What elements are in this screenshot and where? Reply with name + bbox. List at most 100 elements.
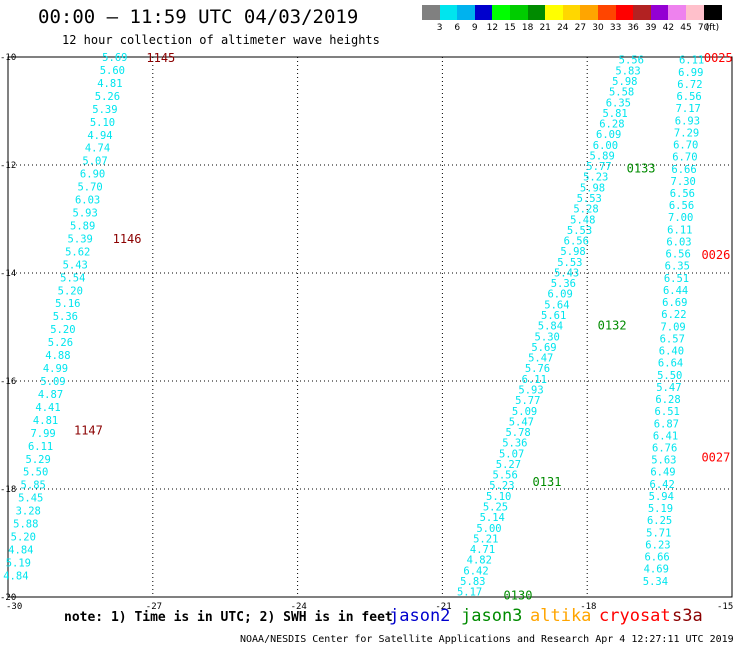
swh-value: 5.26 bbox=[48, 337, 73, 349]
lon-tick-label: -15 bbox=[717, 602, 733, 612]
swh-value: 5.60 bbox=[100, 65, 125, 77]
swh-value: 6.76 bbox=[652, 442, 677, 454]
swh-value: 4.81 bbox=[97, 78, 122, 90]
time-label: 1146 bbox=[113, 232, 142, 246]
swh-value: 4.87 bbox=[38, 389, 63, 401]
color-swatch bbox=[633, 5, 652, 20]
swh-value: 6.03 bbox=[75, 195, 100, 207]
swh-value: 6.25 bbox=[647, 515, 672, 527]
satellite-legend-s3a: s3a bbox=[672, 606, 703, 626]
swh-value: 4.81 bbox=[33, 415, 58, 427]
swh-value: 6.09 bbox=[547, 289, 572, 301]
lon-tick-label: -21 bbox=[435, 602, 451, 612]
swh-value: 6.93 bbox=[675, 115, 700, 127]
color-swatch bbox=[650, 5, 669, 20]
swh-value: 6.57 bbox=[660, 333, 685, 345]
swh-value: 5.39 bbox=[92, 104, 117, 116]
time-label: 0027 bbox=[701, 451, 730, 465]
swh-value: 5.19 bbox=[6, 557, 31, 569]
swh-value: 5.78 bbox=[505, 427, 530, 439]
swh-value: 5.77 bbox=[586, 161, 611, 173]
swh-value: 5.94 bbox=[649, 491, 674, 503]
lon-tick-label: -24 bbox=[291, 602, 307, 612]
satellite-legend-jason3: jason3 bbox=[461, 606, 523, 626]
color-scale-label: 36 bbox=[627, 23, 639, 33]
swh-value: 6.22 bbox=[661, 309, 686, 321]
color-scale-label: 39 bbox=[645, 23, 657, 33]
swh-value: 5.19 bbox=[648, 503, 673, 515]
swh-value: 5.76 bbox=[525, 363, 550, 375]
swh-value: 6.56 bbox=[669, 200, 694, 212]
color-swatch bbox=[510, 5, 529, 20]
swh-value: 5.20 bbox=[11, 532, 36, 544]
color-scale-label: 30 bbox=[592, 23, 604, 33]
swh-value: 5.25 bbox=[483, 501, 508, 513]
color-swatch bbox=[545, 5, 564, 20]
swh-value: 5.50 bbox=[23, 467, 48, 479]
swh-value: 6.35 bbox=[665, 261, 690, 273]
swh-value: 5.69 bbox=[531, 342, 556, 354]
time-label: 0025 bbox=[704, 51, 733, 65]
color-swatch bbox=[668, 5, 687, 20]
swh-value: 4.84 bbox=[8, 544, 33, 556]
swh-value: 5.39 bbox=[68, 233, 93, 245]
swh-value: 6.03 bbox=[666, 236, 691, 248]
swh-value: 6.66 bbox=[644, 552, 669, 564]
lat-tick-label: -18 bbox=[0, 485, 16, 495]
swh-value: 6.56 bbox=[666, 249, 691, 261]
lat-tick-label: -12 bbox=[0, 161, 16, 171]
swh-value: 5.58 bbox=[609, 87, 634, 99]
swh-value: 7.30 bbox=[671, 176, 696, 188]
color-swatch bbox=[474, 5, 493, 20]
swh-value: 4.69 bbox=[644, 564, 669, 576]
swh-value: 6.11 bbox=[28, 441, 53, 453]
swh-value: 6.11 bbox=[667, 224, 692, 236]
color-swatch bbox=[439, 5, 458, 20]
swh-value: 6.49 bbox=[650, 467, 675, 479]
swh-value: 5.27 bbox=[496, 459, 521, 471]
swh-value: 5.89 bbox=[70, 220, 95, 232]
swh-value: 6.56 bbox=[676, 91, 701, 103]
swh-value: 6.42 bbox=[463, 565, 488, 577]
swh-value: 5.26 bbox=[95, 91, 120, 103]
swh-value: 5.14 bbox=[480, 512, 505, 524]
swh-value: 5.23 bbox=[583, 172, 608, 184]
swh-value: 5.54 bbox=[60, 272, 85, 284]
map-frame bbox=[7, 56, 733, 598]
page-title: 00:00 – 11:59 UTC 04/03/2019 bbox=[38, 6, 359, 28]
swh-value: 4.74 bbox=[85, 143, 110, 155]
swh-value: 7.09 bbox=[660, 321, 685, 333]
swh-value: 5.30 bbox=[535, 331, 560, 343]
color-swatch bbox=[686, 5, 705, 20]
color-scale-label: 21 bbox=[539, 23, 551, 33]
swh-value: 5.47 bbox=[656, 382, 681, 394]
footer-note: note: 1) Time is in UTC; 2) SWH is in fe… bbox=[64, 610, 393, 625]
swh-value: 4.82 bbox=[467, 555, 492, 567]
swh-value: 5.53 bbox=[567, 225, 592, 237]
swh-value: 5.77 bbox=[515, 395, 540, 407]
swh-value: 5.07 bbox=[82, 156, 107, 168]
swh-value: 4.71 bbox=[470, 544, 495, 556]
satellite-legend-cryosat: cryosat bbox=[599, 606, 671, 626]
swh-value: 5.09 bbox=[512, 406, 537, 418]
color-scale-label: 9 bbox=[471, 23, 478, 33]
swh-value: 5.70 bbox=[77, 182, 102, 194]
color-swatch bbox=[598, 5, 617, 20]
swh-value: 4.99 bbox=[43, 363, 68, 375]
swh-value: 5.98 bbox=[560, 246, 585, 258]
swh-value: 5.71 bbox=[646, 527, 671, 539]
swh-value: 6.72 bbox=[677, 79, 702, 91]
swh-value: 5.00 bbox=[476, 523, 501, 535]
lat-tick-label: -14 bbox=[0, 269, 16, 279]
lat-tick-label: -20 bbox=[0, 593, 16, 603]
swh-value: 5.69 bbox=[102, 52, 127, 64]
swh-value: 6.69 bbox=[662, 297, 687, 309]
swh-value: 5.20 bbox=[50, 324, 75, 336]
swh-value: 6.40 bbox=[659, 346, 684, 358]
swh-value: 7.17 bbox=[676, 103, 701, 115]
swh-value: 6.51 bbox=[664, 273, 689, 285]
color-swatch bbox=[457, 5, 476, 20]
swh-value: 5.09 bbox=[40, 376, 65, 388]
swh-value: 5.50 bbox=[657, 370, 682, 382]
color-scale-label: 3 bbox=[436, 23, 443, 33]
